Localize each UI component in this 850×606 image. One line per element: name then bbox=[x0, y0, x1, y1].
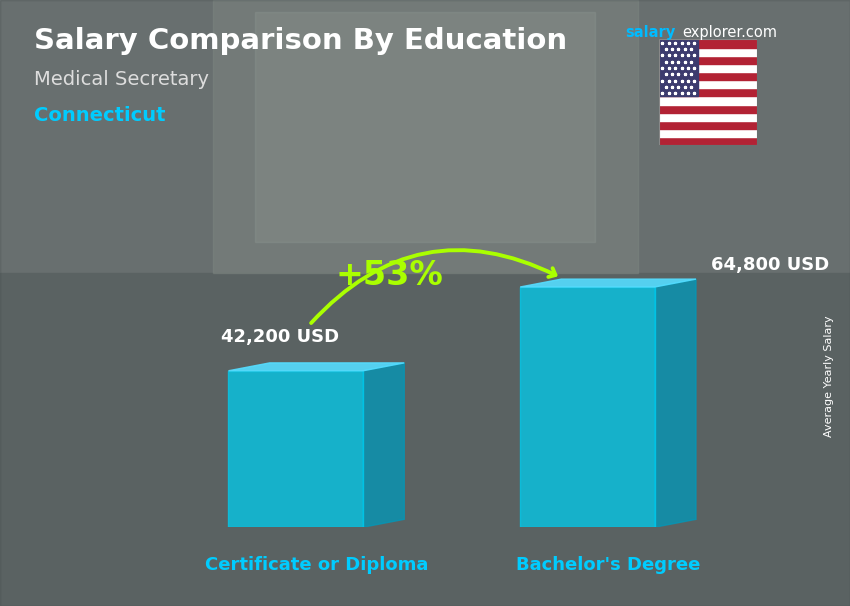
Text: salary: salary bbox=[625, 25, 675, 41]
Text: Connecticut: Connecticut bbox=[34, 106, 166, 125]
Text: Salary Comparison By Education: Salary Comparison By Education bbox=[34, 27, 567, 55]
Bar bbox=[255, 12, 595, 242]
Bar bbox=[659, 64, 756, 72]
Bar bbox=[520, 287, 654, 527]
Polygon shape bbox=[229, 363, 405, 371]
Bar bbox=[212, 0, 638, 273]
Bar bbox=[0, 273, 850, 606]
Bar bbox=[659, 80, 756, 88]
Polygon shape bbox=[363, 363, 405, 527]
Text: explorer.com: explorer.com bbox=[683, 25, 778, 41]
Bar bbox=[0, 0, 850, 273]
Bar bbox=[659, 121, 756, 129]
Bar bbox=[659, 105, 756, 113]
Text: Average Yearly Salary: Average Yearly Salary bbox=[824, 315, 834, 436]
Text: Medical Secretary: Medical Secretary bbox=[34, 70, 209, 88]
Bar bbox=[659, 72, 756, 80]
Bar bbox=[659, 113, 756, 121]
Bar bbox=[659, 88, 756, 96]
Text: Bachelor's Degree: Bachelor's Degree bbox=[516, 556, 700, 574]
Bar bbox=[659, 96, 756, 105]
Bar bbox=[659, 47, 756, 56]
Text: 42,200 USD: 42,200 USD bbox=[221, 328, 339, 345]
Text: 64,800 USD: 64,800 USD bbox=[711, 256, 830, 275]
Text: +53%: +53% bbox=[336, 259, 443, 292]
Bar bbox=[659, 56, 756, 64]
Polygon shape bbox=[654, 279, 696, 527]
Bar bbox=[659, 138, 756, 145]
Text: Certificate or Diploma: Certificate or Diploma bbox=[205, 556, 428, 574]
Bar bbox=[229, 371, 363, 527]
Polygon shape bbox=[520, 279, 696, 287]
Bar bbox=[659, 39, 756, 47]
Bar bbox=[659, 39, 698, 96]
Bar bbox=[659, 129, 756, 138]
